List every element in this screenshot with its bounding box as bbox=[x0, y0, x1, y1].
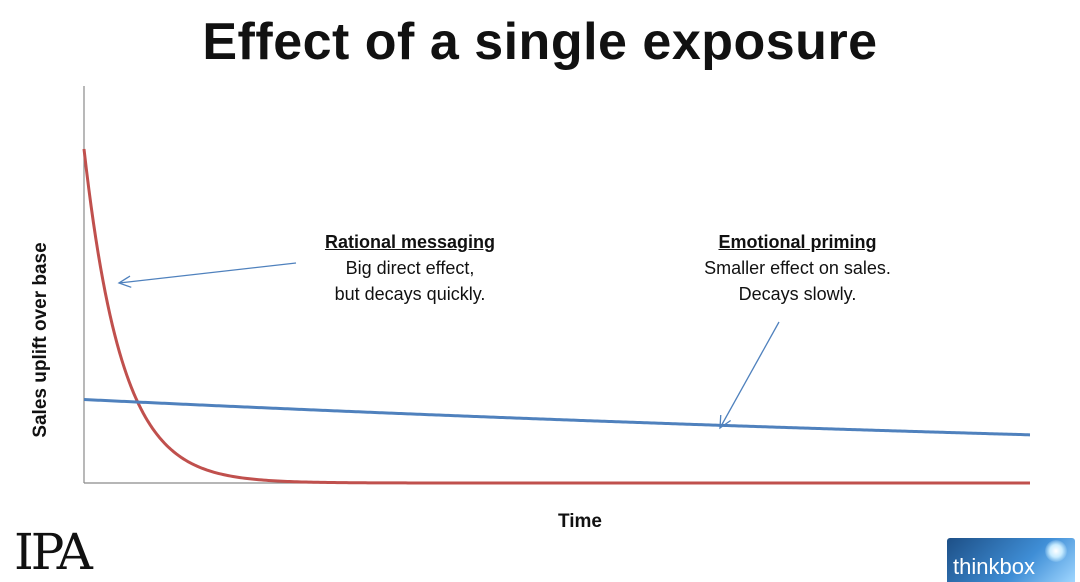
thinkbox-wordmark: thinkbox bbox=[953, 554, 1035, 579]
emotional-arrow bbox=[719, 321, 780, 430]
y-axis-label: Sales uplift over base bbox=[30, 242, 51, 438]
series-line-emotional bbox=[83, 398, 1031, 437]
thinkbox-logo: thinkbox bbox=[947, 538, 1075, 582]
emotional-line-1: Smaller effect on sales. bbox=[704, 258, 891, 278]
rational-heading: Rational messaging bbox=[324, 232, 496, 252]
rational-messaging-annotation: Rational messaging Big direct effect, bu… bbox=[290, 229, 530, 307]
emotional-line-2: Decays slowly. bbox=[738, 284, 857, 304]
chart-title: Effect of a single exposure bbox=[202, 13, 878, 71]
series-line-rational bbox=[82, 148, 1030, 485]
emotional-heading: Emotional priming bbox=[718, 232, 877, 252]
ipa-logo: IPA bbox=[14, 523, 93, 581]
rational-line-1: Big direct effect, bbox=[345, 258, 475, 278]
x-axis-label: Time bbox=[558, 511, 603, 532]
thinkbox-glow-icon bbox=[1045, 540, 1067, 562]
rational-arrow bbox=[117, 262, 297, 288]
rational-line-2: but decays quickly. bbox=[334, 284, 486, 304]
emotional-priming-annotation: Emotional priming Smaller effect on sale… bbox=[665, 229, 930, 307]
